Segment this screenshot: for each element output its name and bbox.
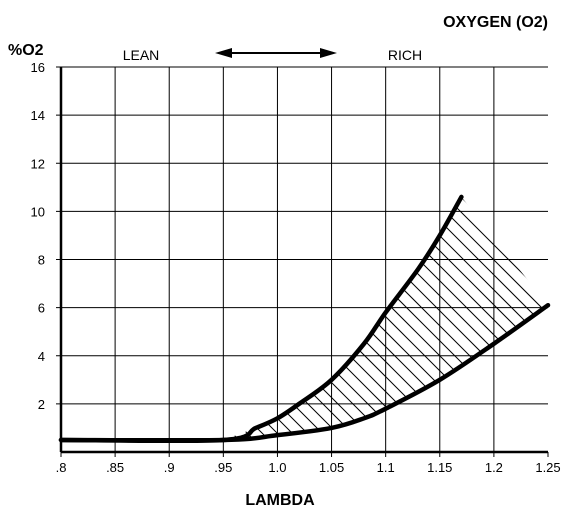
hatch-line — [61, 196, 372, 440]
hatch-line — [375, 196, 548, 440]
hatch-line — [195, 196, 548, 440]
hatch-line — [61, 196, 162, 440]
hatch-line — [405, 196, 548, 440]
series-line-lower — [58, 302, 551, 443]
hatch-line — [150, 196, 548, 440]
y-axis-label: %O2 — [8, 42, 44, 59]
y-tick-label: 2 — [38, 397, 45, 412]
series-lines — [58, 194, 551, 444]
y-tick-label: 6 — [38, 301, 45, 316]
hatch-line — [61, 196, 462, 440]
hatch-line — [61, 196, 192, 440]
hatch-line — [495, 196, 548, 440]
hatch-line — [510, 196, 548, 440]
hatch-line — [61, 196, 387, 440]
x-tick-label: 1.1 — [377, 460, 395, 475]
x-tick-label: 1.0 — [268, 460, 286, 475]
hatch-line — [255, 196, 548, 440]
hatch-line — [61, 196, 357, 440]
y-tick-label: 14 — [31, 108, 45, 123]
hatch-line — [240, 196, 548, 440]
lean-rich-arrow — [215, 48, 337, 58]
x-tick-label: 1.15 — [427, 460, 452, 475]
x-axis-label: LAMBDA — [245, 492, 315, 509]
y-tick-label: 12 — [31, 156, 45, 171]
x-tick-label: .8 — [56, 460, 67, 475]
hatch-line — [450, 196, 548, 440]
hatch-line — [61, 196, 222, 440]
grid — [61, 66, 548, 452]
x-tick-label: .85 — [106, 460, 124, 475]
hatch-line — [61, 196, 342, 440]
shaded-region — [61, 67, 568, 467]
hatch-line — [315, 196, 548, 440]
y-tick-label: 16 — [31, 60, 45, 75]
hatch-line — [135, 196, 537, 440]
hatch-line — [465, 196, 548, 440]
hatch-line — [330, 196, 548, 440]
arrow-head-right — [320, 48, 337, 58]
chart-title: OXYGEN (O2) — [443, 14, 548, 31]
hatch-line — [61, 196, 312, 440]
hatch-line — [105, 196, 507, 440]
hatch-line — [225, 196, 548, 440]
hatch-line — [61, 196, 177, 440]
x-tick-label: 1.05 — [319, 460, 344, 475]
hatch-line — [285, 196, 548, 440]
y-tick-label: 10 — [31, 204, 45, 219]
x-tick-label: 1.25 — [535, 460, 560, 475]
rich-annotation: RICH — [388, 47, 422, 63]
hatch-line — [165, 196, 548, 440]
hatch-line — [300, 196, 548, 440]
tick-labels: .8 .85 .9 .95 1.0 1.05 1.1 1.15 1.2 1.25 2 4 6 8 10 12 1… — [31, 60, 561, 475]
x-tick-label: 1.2 — [485, 460, 503, 475]
y-tick-label: 8 — [38, 253, 45, 268]
arrow-head-left — [215, 48, 232, 58]
hatch-line — [345, 196, 548, 440]
axes — [56, 66, 549, 457]
y-tick-label: 4 — [38, 349, 45, 364]
hatch-line — [180, 196, 548, 440]
hatch-line — [120, 196, 522, 440]
hatch-line — [556, 67, 568, 467]
hatch-line — [525, 196, 548, 440]
hatch-line — [270, 196, 548, 440]
hatch-line — [61, 196, 417, 440]
hatch-line — [420, 196, 548, 440]
hatch-line — [75, 196, 477, 440]
hatch-line — [61, 196, 432, 440]
x-tick-label: .9 — [164, 460, 175, 475]
hatch-line — [540, 196, 548, 440]
hatch-line — [61, 196, 207, 440]
lean-annotation: LEAN — [123, 47, 160, 63]
hatch-line — [61, 196, 237, 440]
x-tick-label: .95 — [214, 460, 232, 475]
